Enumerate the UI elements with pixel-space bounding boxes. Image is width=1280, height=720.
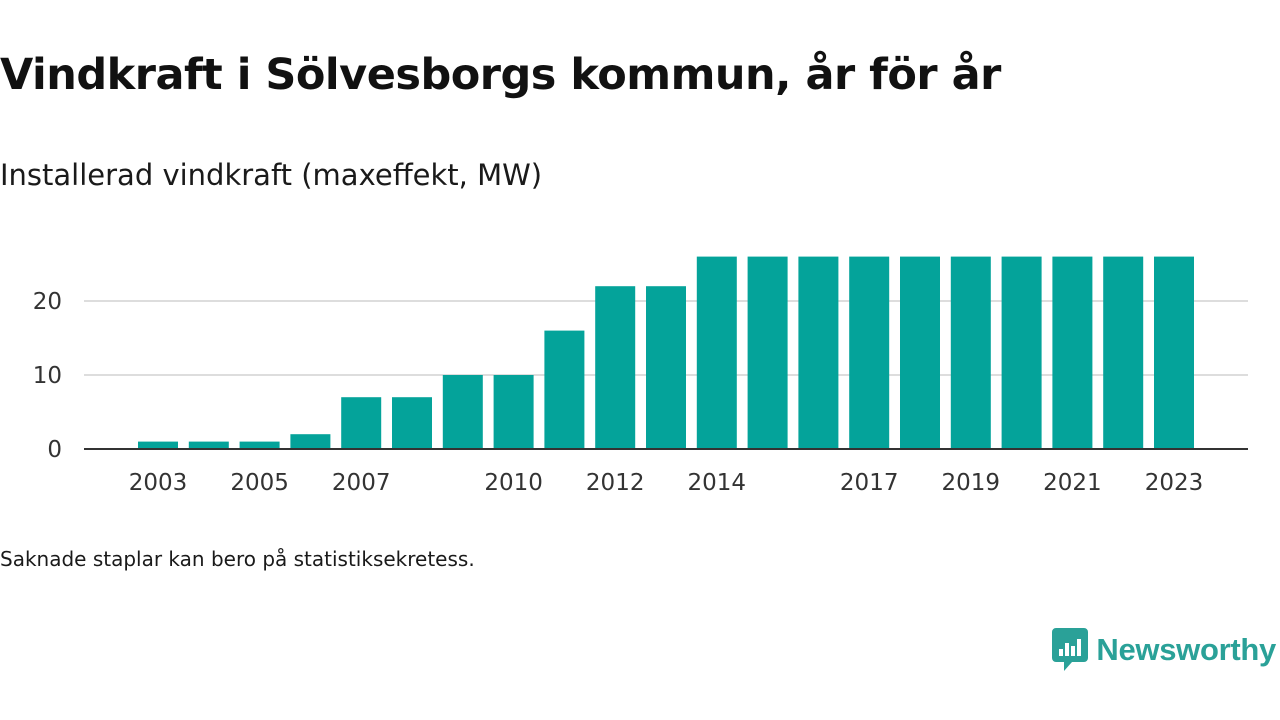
y-tick-label: 0 bbox=[47, 437, 62, 463]
x-axis-ticks: 2003 2005 2007 2010 2012 2014 2017 2019 2021 2023 bbox=[129, 470, 1204, 496]
bar-2009 bbox=[442, 375, 483, 449]
chart-subtitle: Installerad vindkraft (maxeffekt, MW) bbox=[0, 158, 543, 192]
chart-title: Vindkraft i Sölvesborgs kommun, år för å… bbox=[0, 50, 1001, 100]
x-tick-label-2007: 2007 bbox=[332, 470, 391, 496]
bar-2014 bbox=[696, 256, 737, 449]
x-tick-label-2023: 2023 bbox=[1145, 470, 1204, 496]
bar-2017 bbox=[849, 256, 890, 449]
bar-2023 bbox=[1154, 256, 1194, 449]
x-tick-label-2021: 2021 bbox=[1043, 470, 1102, 496]
bar-2011 bbox=[544, 330, 585, 449]
y-tick-label: 20 bbox=[33, 289, 62, 315]
bar-2022 bbox=[1103, 256, 1144, 449]
footnote: Saknade staplar kan bero på statistiksek… bbox=[0, 547, 475, 571]
bar-2013 bbox=[646, 286, 686, 449]
bar-2015 bbox=[747, 256, 788, 449]
bar-2016 bbox=[798, 256, 839, 449]
bar-2020 bbox=[1001, 256, 1042, 449]
bars bbox=[138, 256, 1194, 449]
bar-2007 bbox=[341, 397, 382, 449]
bar-2018 bbox=[900, 256, 940, 449]
x-tick-label-2010: 2010 bbox=[484, 470, 543, 496]
bar-2003 bbox=[138, 441, 178, 449]
bar-2019 bbox=[950, 256, 991, 449]
x-tick-label-2005: 2005 bbox=[230, 470, 289, 496]
y-axis-ticks: 0 10 20 bbox=[33, 289, 62, 463]
bar-2021 bbox=[1052, 256, 1093, 449]
bar-2012 bbox=[595, 286, 636, 449]
bar-2004 bbox=[188, 441, 229, 449]
x-tick-label-2003: 2003 bbox=[129, 470, 188, 496]
x-tick-label-2014: 2014 bbox=[688, 470, 747, 496]
y-tick-label: 10 bbox=[33, 363, 62, 389]
bar-2006 bbox=[290, 434, 331, 449]
x-tick-label-2017: 2017 bbox=[840, 470, 899, 496]
brand-name: Newsworthy bbox=[1096, 632, 1276, 667]
bar-2005 bbox=[239, 441, 280, 449]
bar-2010 bbox=[493, 375, 534, 449]
bar-2008 bbox=[392, 397, 432, 449]
brand-logo: Newsworthy bbox=[1052, 628, 1276, 672]
bar-chart-speech-bubble-icon bbox=[1052, 628, 1089, 671]
x-tick-label-2019: 2019 bbox=[942, 470, 1001, 496]
x-tick-label-2012: 2012 bbox=[586, 470, 645, 496]
